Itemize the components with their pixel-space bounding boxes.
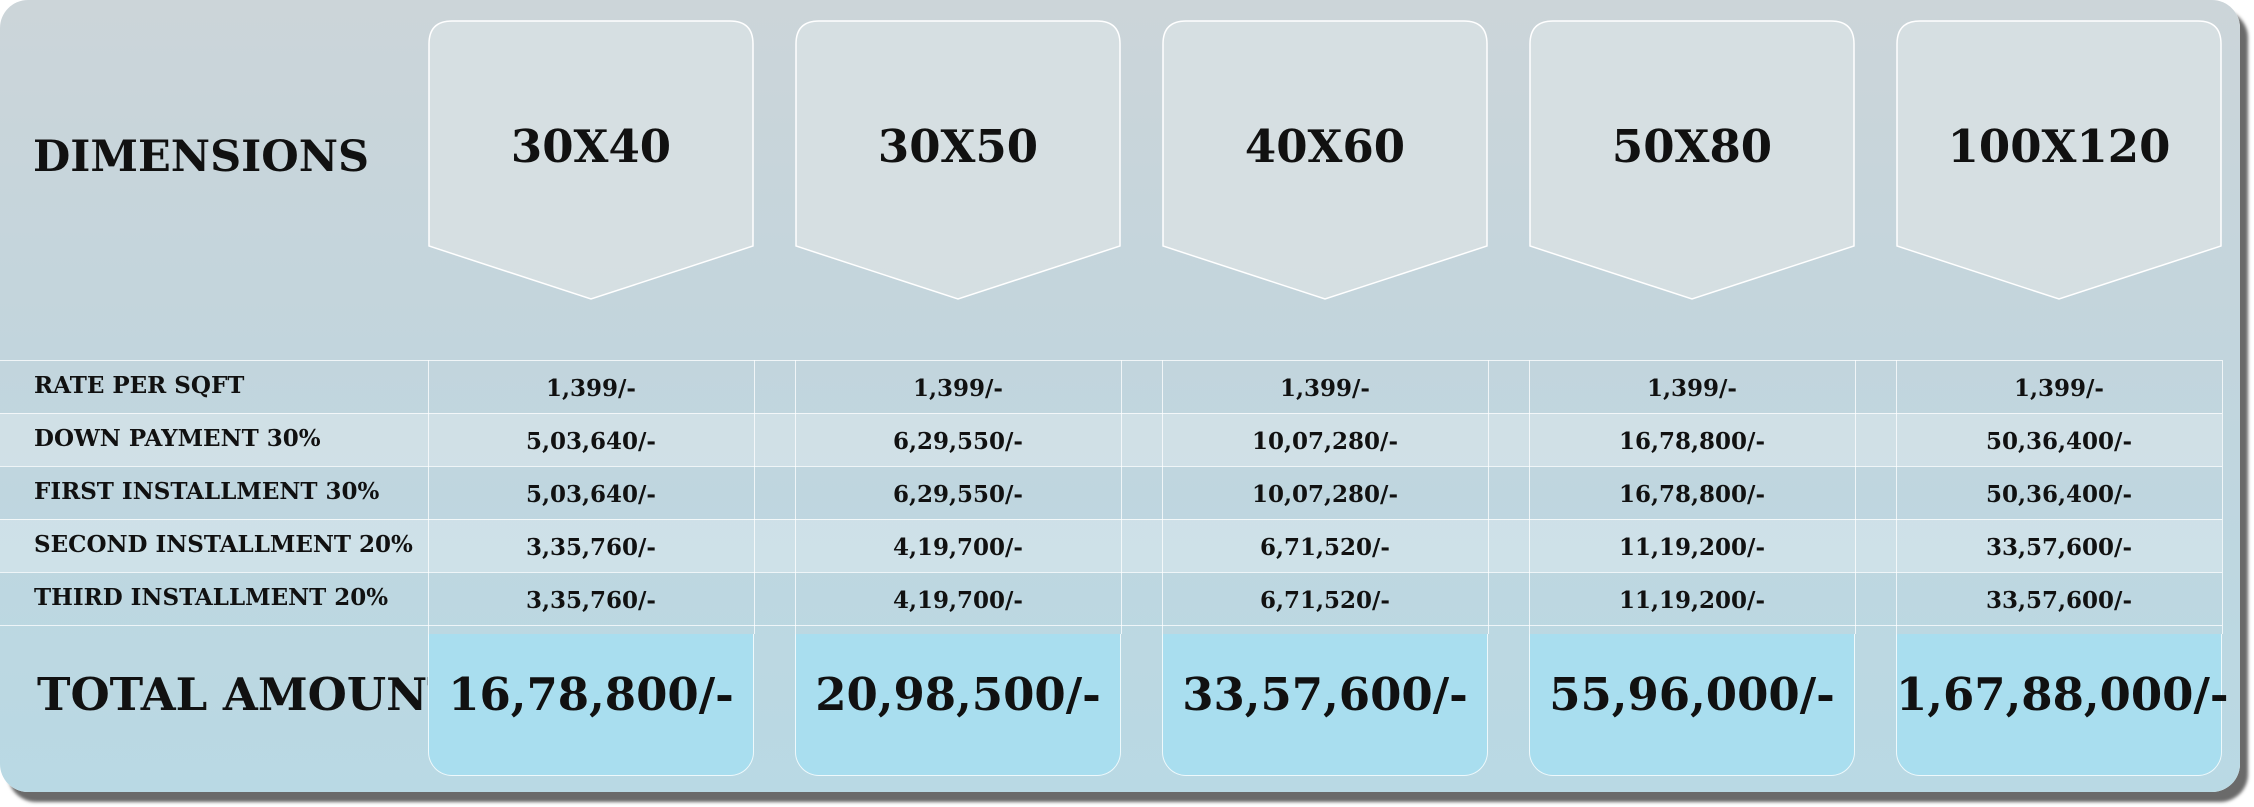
table-cell: 6,71,520/- [1260, 534, 1390, 561]
dimension-arrow-shape [1529, 20, 1855, 300]
grid-line [428, 360, 429, 634]
grid-line [1121, 360, 1122, 634]
table-cell: 5,03,640/- [526, 428, 656, 455]
table-cell: 50,36,400/- [1986, 428, 2132, 455]
table-cell: 6,29,550/- [893, 481, 1023, 508]
grid-line [1162, 360, 1163, 634]
table-cell: 4,19,700/- [893, 587, 1023, 614]
dimension-arrow-shape [795, 20, 1121, 300]
total-amount-value: 33,57,600/- [1182, 668, 1468, 721]
table-cell: 50,36,400/- [1986, 481, 2132, 508]
total-amount-value: 16,78,800/- [448, 668, 734, 721]
table-cell: 6,71,520/- [1260, 587, 1390, 614]
dimension-arrow-shape [1896, 20, 2222, 300]
table-cell: 10,07,280/- [1252, 428, 1398, 455]
table-cell: 5,03,640/- [526, 481, 656, 508]
row-label: FIRST INSTALLMENT 30% [34, 478, 380, 505]
grid-line [0, 360, 2222, 361]
table-cell: 1,399/- [1280, 375, 1370, 402]
grid-line [754, 360, 755, 634]
total-box [795, 634, 1121, 776]
table-cell: 11,19,200/- [1619, 587, 1765, 614]
grid-line [0, 413, 2222, 414]
table-cell: 1,399/- [2014, 375, 2104, 402]
pricing-table-card: DIMENSIONS TOTAL AMOUNT 30X40 30X50 40X60 5… [0, 0, 2240, 792]
table-cell: 4,19,700/- [893, 534, 1023, 561]
total-box [428, 634, 754, 776]
table-cell: 33,57,600/- [1986, 587, 2132, 614]
dimension-header-3: 50X80 [1611, 120, 1773, 173]
total-amount-label: TOTAL AMOUNT [37, 668, 461, 721]
dimension-arrow-shape [428, 20, 754, 300]
dimension-arrow-shape [1162, 20, 1488, 300]
grid-line [0, 625, 2222, 626]
grid-line [2222, 360, 2223, 634]
table-cell: 10,07,280/- [1252, 481, 1398, 508]
grid-line [1488, 360, 1489, 634]
total-box [1896, 634, 2222, 776]
row-label: THIRD INSTALLMENT 20% [34, 584, 389, 611]
row-label: RATE PER SQFT [34, 372, 245, 399]
grid-line [0, 572, 2222, 573]
total-amount-value: 55,96,000/- [1549, 668, 1835, 721]
dimension-header-2: 40X60 [1244, 120, 1406, 173]
table-cell: 16,78,800/- [1619, 481, 1765, 508]
dimension-header-0: 30X40 [510, 120, 672, 173]
table-cell: 11,19,200/- [1619, 534, 1765, 561]
grid-line [1529, 360, 1530, 634]
table-cell: 33,57,600/- [1986, 534, 2132, 561]
grid-line [795, 360, 796, 634]
total-box [1529, 634, 1855, 776]
dimension-header-1: 30X50 [877, 120, 1039, 173]
grid-line [1896, 360, 1897, 634]
table-cell: 3,35,760/- [526, 587, 656, 614]
table-cell: 16,78,800/- [1619, 428, 1765, 455]
row-label: DOWN PAYMENT 30% [34, 425, 321, 452]
table-cell: 1,399/- [1647, 375, 1737, 402]
row-label: SECOND INSTALLMENT 20% [34, 531, 413, 558]
table-cell: 3,35,760/- [526, 534, 656, 561]
total-amount-value: 1,67,88,000/- [1896, 668, 2229, 721]
table-cell: 1,399/- [913, 375, 1003, 402]
row-band [0, 413, 2222, 466]
dimensions-label: DIMENSIONS [33, 132, 370, 182]
table-cell: 1,399/- [546, 375, 636, 402]
total-amount-value: 20,98,500/- [815, 668, 1101, 721]
dimension-header-4: 100X120 [1947, 120, 2171, 173]
total-box [1162, 634, 1488, 776]
grid-line [0, 519, 2222, 520]
table-cell: 6,29,550/- [893, 428, 1023, 455]
grid-line [0, 466, 2222, 467]
row-band [0, 519, 2222, 572]
grid-line [1855, 360, 1856, 634]
